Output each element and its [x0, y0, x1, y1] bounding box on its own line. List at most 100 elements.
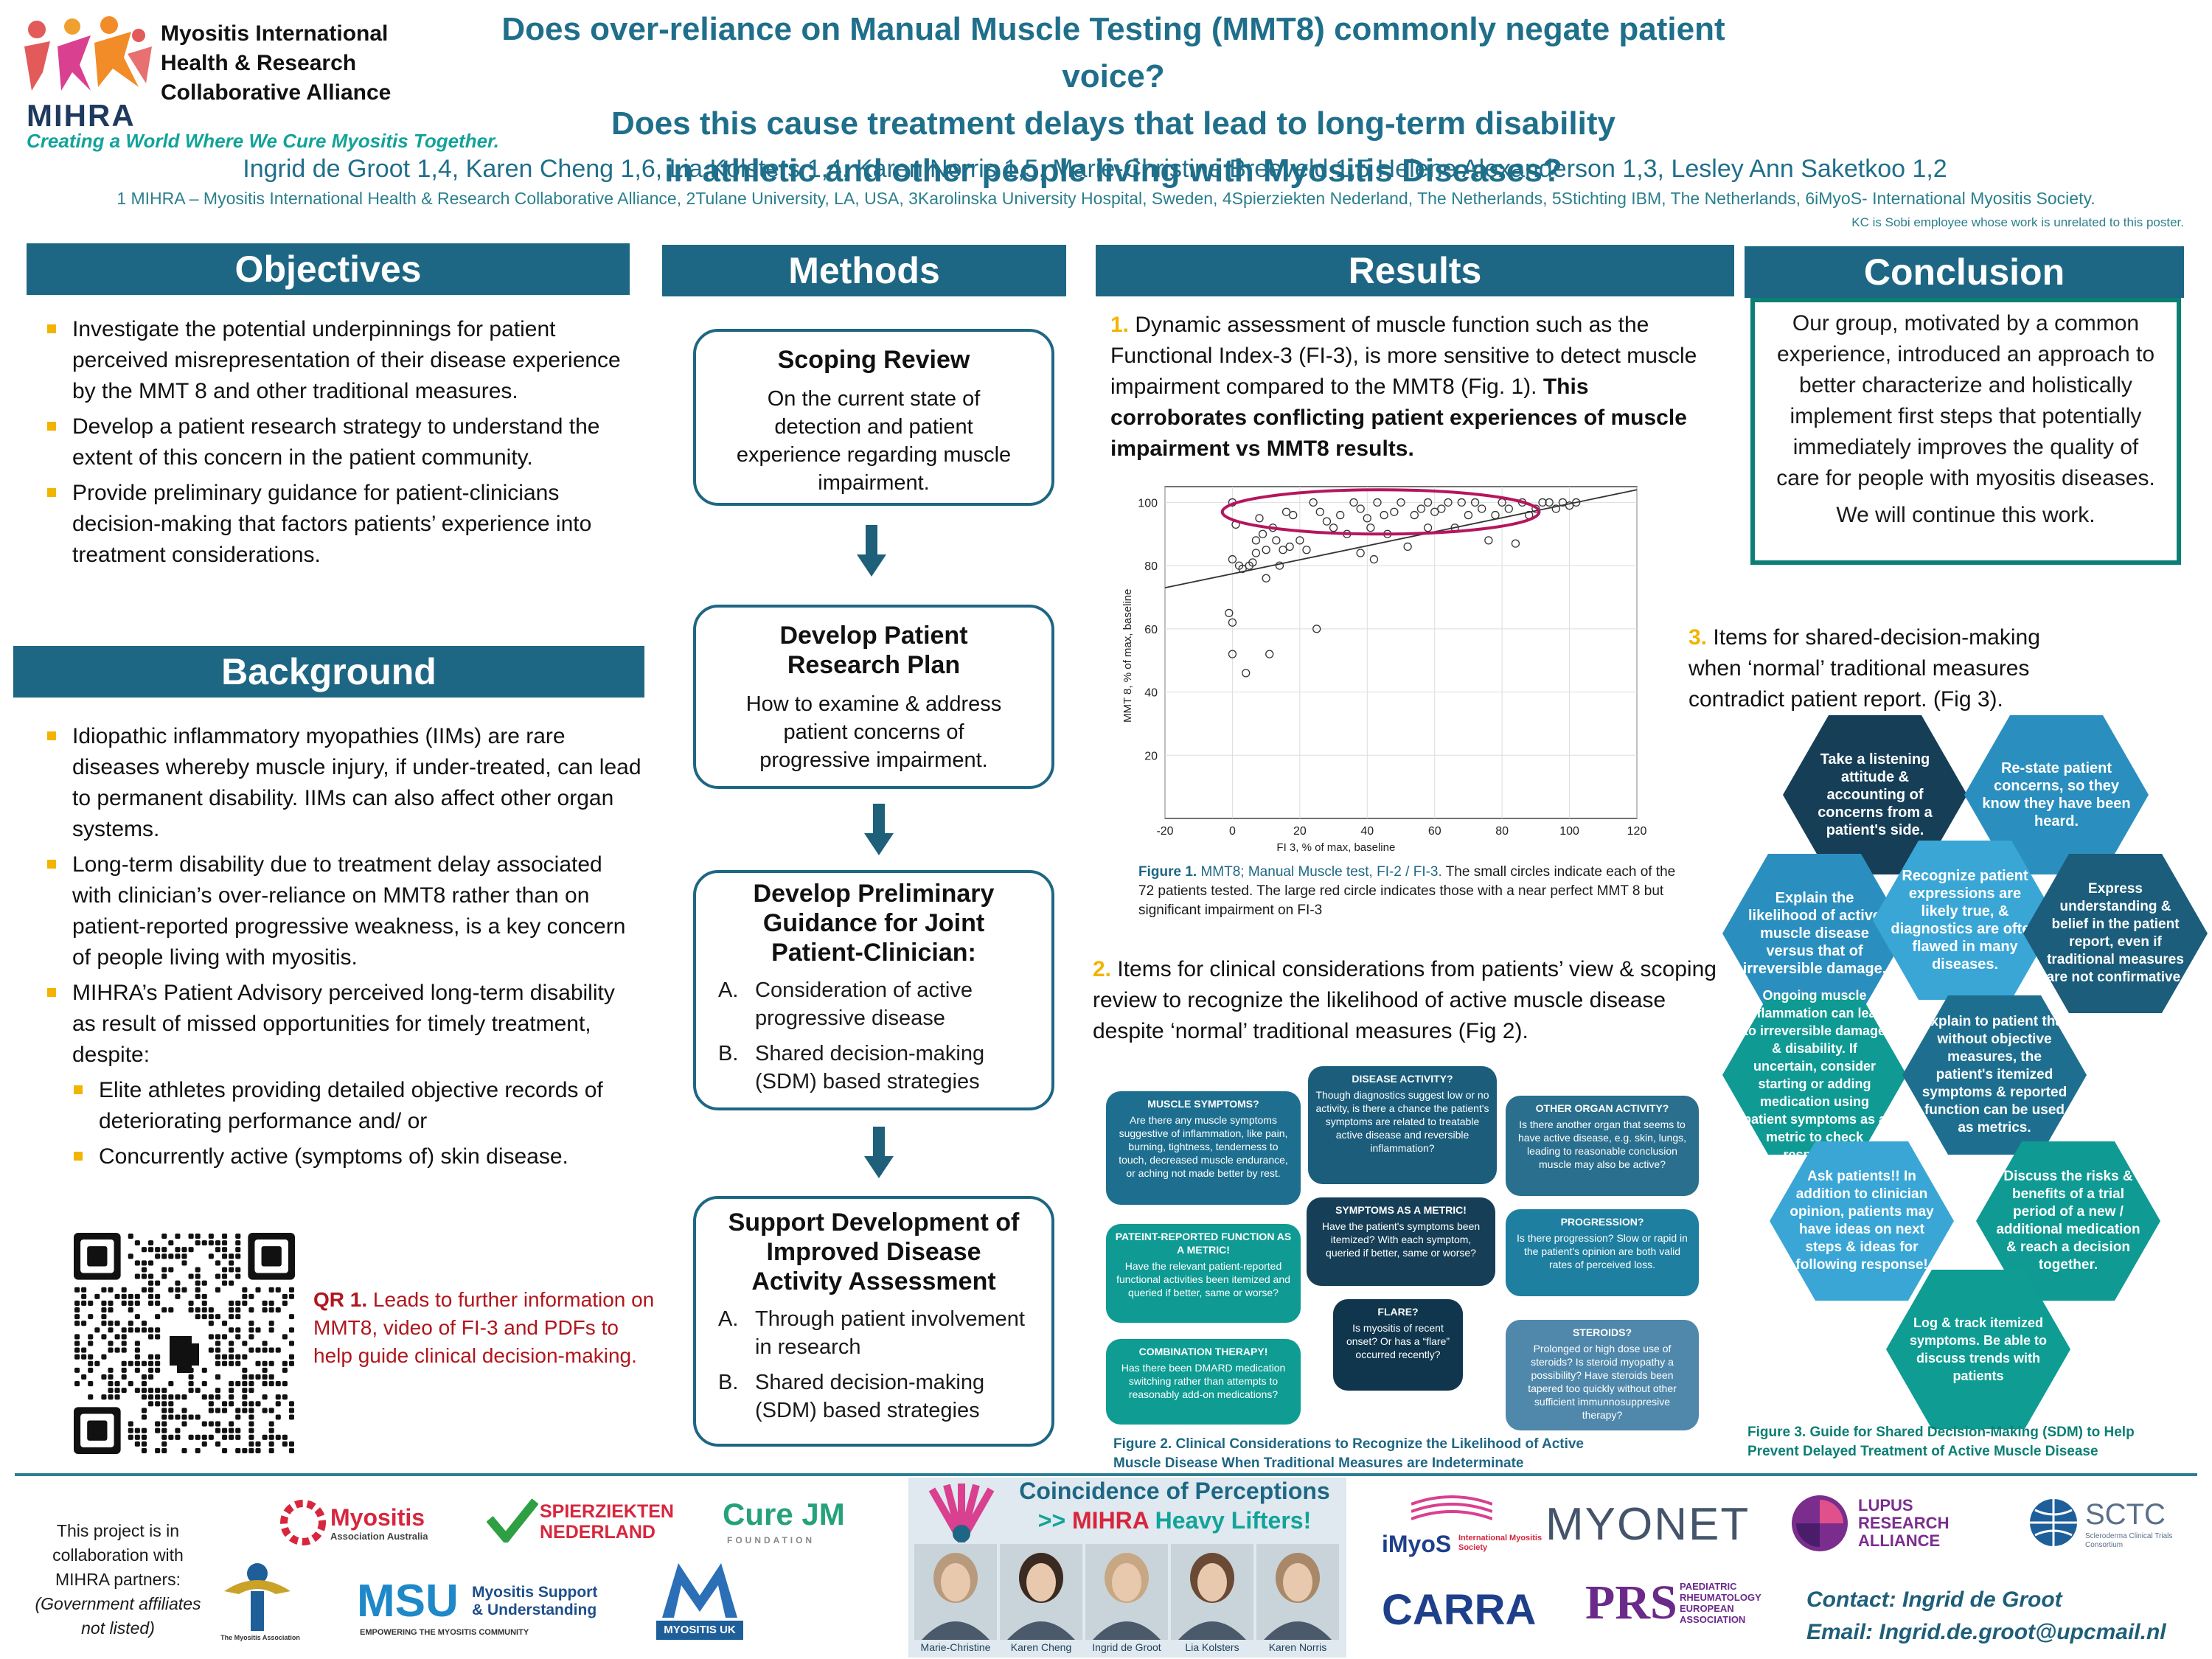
qr-module [282, 1394, 288, 1400]
sdm-hexagon: Ask patients!! In addition to clinician … [1770, 1141, 1954, 1301]
qr-module [148, 1287, 154, 1293]
objectives-heading: Objectives [27, 243, 630, 295]
data-point [1329, 524, 1338, 532]
hexagon-shape [2023, 854, 2208, 1013]
qr-module [161, 1253, 167, 1259]
qr-module [255, 1447, 261, 1453]
qr-module [81, 1293, 87, 1299]
qr-code[interactable] [74, 1233, 295, 1454]
data-point [1565, 501, 1574, 510]
list-item: B. Shared decision-making (SDM) based str… [718, 1368, 1029, 1425]
qr-module [121, 1388, 127, 1394]
qr-module [128, 1327, 133, 1333]
data-point [1309, 498, 1318, 507]
qr-module [141, 1267, 147, 1273]
qr-module [134, 1240, 140, 1246]
qr-module [121, 1340, 127, 1346]
person-name: Ingrid de Groot [1092, 1641, 1161, 1653]
qr-module [141, 1434, 147, 1440]
qr-module [208, 1401, 214, 1407]
qr-module [201, 1394, 207, 1400]
qr-module [134, 1340, 140, 1346]
photo-strip: Marie-Christine Karen Cheng Ingrid de Groo… [908, 1544, 1346, 1658]
qr-module [128, 1321, 133, 1326]
hexagon-shape [1976, 1141, 2160, 1301]
qr-module [288, 1340, 294, 1346]
qr-module [248, 1434, 254, 1440]
qr-module [255, 1374, 261, 1380]
qr-module [262, 1408, 268, 1413]
person-portrait-icon [1085, 1544, 1168, 1640]
qr-module [248, 1414, 254, 1420]
person-name: Karen Cheng [1010, 1641, 1072, 1653]
list-item: MIHRA’s Patient Advisory perceived long-… [22, 978, 641, 1071]
data-point [1251, 549, 1261, 557]
x-tick-label: 120 [1627, 825, 1647, 838]
card-title: MUSCLE SYMPTOMS? [1147, 1098, 1259, 1110]
qr-module [148, 1394, 154, 1400]
qr-module [161, 1388, 167, 1394]
qr-module [88, 1381, 94, 1387]
data-point [1423, 524, 1433, 532]
qr-module [268, 1447, 274, 1453]
qr-module [235, 1253, 241, 1259]
qr-module [101, 1374, 107, 1380]
qr-module [222, 1253, 228, 1259]
qr-module [101, 1307, 107, 1313]
qr-module [155, 1427, 161, 1433]
qr-module [215, 1273, 220, 1279]
qr-module [81, 1287, 87, 1293]
qr-module [181, 1414, 187, 1420]
arrow-down-icon [857, 525, 886, 577]
card-text: Are there any muscle symptoms suggestive… [1119, 1114, 1288, 1179]
card-title: STEROIDS? [1572, 1326, 1632, 1338]
qr-module [101, 1287, 107, 1293]
data-point [1551, 504, 1560, 513]
qr-module [155, 1247, 161, 1253]
hexagon-fill [1783, 715, 1967, 874]
x-tick-label: 100 [1559, 825, 1579, 838]
method-text: How to examine & address patient concern… [745, 692, 1002, 772]
qr-module [188, 1374, 194, 1380]
method-title: Develop Patient Research Plan [779, 622, 968, 679]
qr-module [188, 1388, 194, 1394]
qr-module [215, 1240, 220, 1246]
result-2: 2. Items for clinical considerations fro… [1093, 954, 1727, 1047]
qr-module [161, 1394, 167, 1400]
qr-module [275, 1434, 281, 1440]
data-point [1538, 498, 1547, 507]
figure-label: Figure 2. [1113, 1436, 1172, 1452]
qr-module [242, 1287, 248, 1293]
qr-module [235, 1247, 241, 1253]
qr-module [148, 1367, 154, 1373]
qr-module [275, 1287, 281, 1293]
result-text: Items for shared-decision-making when ‘n… [1688, 625, 2040, 712]
qr-module [255, 1347, 261, 1353]
qr-module [248, 1421, 254, 1427]
card-patient-function: PATEINT-REPORTED FUNCTION AS A METRIC! H… [1106, 1224, 1301, 1323]
qr-module [134, 1434, 140, 1440]
qr-module [168, 1394, 174, 1400]
result-bold: This corroborates conflicting patient ex… [1110, 375, 1687, 461]
qr-module [155, 1280, 161, 1286]
data-point [1258, 529, 1267, 538]
contact-email[interactable]: Email: Ingrid.de.groot@upcmail.nl [1806, 1620, 2166, 1644]
result-text: Dynamic assessment of muscle function su… [1110, 313, 1697, 399]
qr-module [74, 1300, 80, 1306]
hexagon-fill [1770, 1141, 1954, 1301]
qr-module [141, 1427, 147, 1433]
qr-module [108, 1367, 114, 1373]
qr-module [74, 1314, 80, 1320]
qr-module [208, 1240, 214, 1246]
qr-module [235, 1240, 241, 1246]
person-portrait-icon [1000, 1544, 1082, 1640]
sdm-hexagon: Recognize patient expressions are likely… [1873, 841, 2057, 1000]
qr-module [235, 1314, 241, 1320]
partner-name: The Myositis Association [220, 1634, 300, 1641]
data-point [1363, 514, 1371, 523]
qr-module [108, 1381, 114, 1387]
qr-module [208, 1434, 214, 1440]
qr-module [222, 1273, 228, 1279]
qr-module [222, 1354, 228, 1360]
qr-module [195, 1267, 201, 1273]
